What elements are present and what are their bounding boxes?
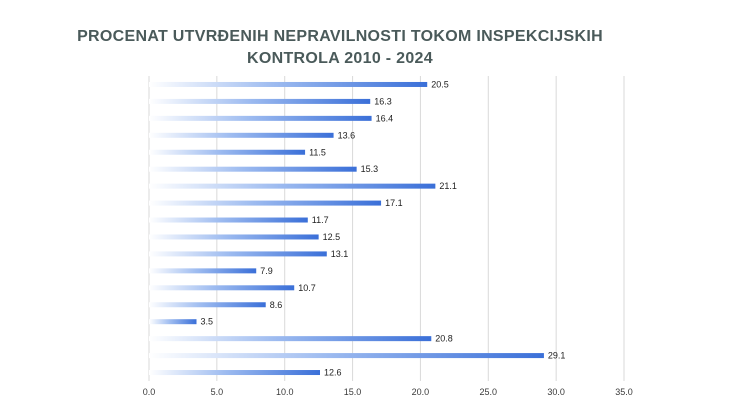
x-tick-label: 25.0 bbox=[480, 387, 498, 397]
bar bbox=[149, 302, 266, 308]
bar bbox=[149, 370, 320, 376]
bar-value-label: 3.5 bbox=[201, 317, 214, 327]
x-tick-label: 10.0 bbox=[276, 387, 294, 397]
bar bbox=[149, 251, 327, 257]
bar-value-label: 16.4 bbox=[376, 113, 394, 123]
chart-title-line-1: PROCENAT UTVRĐENIH NEPRAVILNOSTI TOKOM I… bbox=[77, 28, 603, 45]
bar bbox=[149, 217, 308, 223]
bar-value-label: 13.1 bbox=[331, 249, 349, 259]
bar-value-label: 13.6 bbox=[338, 130, 356, 140]
bar bbox=[149, 98, 371, 104]
bar-value-label: 12.6 bbox=[324, 368, 342, 378]
bar bbox=[149, 336, 432, 342]
bar-value-label: 20.8 bbox=[435, 334, 453, 344]
bar-value-label: 15.3 bbox=[361, 164, 379, 174]
bar bbox=[149, 319, 197, 325]
bar-value-label: 10.7 bbox=[298, 283, 316, 293]
bar bbox=[149, 166, 357, 172]
bar bbox=[149, 183, 436, 189]
bar bbox=[149, 149, 306, 155]
x-tick-label: 30.0 bbox=[547, 387, 565, 397]
x-tick-label: 5.0 bbox=[211, 387, 224, 397]
bar bbox=[149, 285, 295, 291]
bar-value-label: 17.1 bbox=[385, 198, 403, 208]
bar bbox=[149, 353, 544, 359]
bar-value-label: 11.7 bbox=[312, 215, 329, 225]
bar bbox=[149, 132, 334, 138]
bar-value-label: 16.3 bbox=[374, 96, 392, 106]
x-tick-label: 35.0 bbox=[615, 387, 633, 397]
bar-value-label: 11.5 bbox=[309, 147, 326, 157]
bar bbox=[149, 81, 428, 87]
bar-value-label: 7.9 bbox=[260, 266, 273, 276]
bar-value-label: 20.5 bbox=[431, 79, 449, 89]
bar bbox=[149, 234, 319, 240]
x-tick-label: 15.0 bbox=[344, 387, 362, 397]
bar bbox=[149, 200, 382, 206]
x-tick-label: 20.0 bbox=[412, 387, 430, 397]
bar-value-label: 29.1 bbox=[548, 351, 566, 361]
x-tick-label: 0.0 bbox=[143, 387, 156, 397]
bar bbox=[149, 115, 372, 121]
bar-value-label: 12.5 bbox=[323, 232, 341, 242]
bar bbox=[149, 268, 257, 274]
chart-title-line-2: KONTROLA 2010 - 2024 bbox=[247, 50, 433, 67]
chart-title: PROCENAT UTVRĐENIH NEPRAVILNOSTI TOKOM I… bbox=[0, 26, 680, 70]
bar-value-label: 8.6 bbox=[270, 300, 283, 310]
bar-value-label: 21.1 bbox=[439, 181, 457, 191]
